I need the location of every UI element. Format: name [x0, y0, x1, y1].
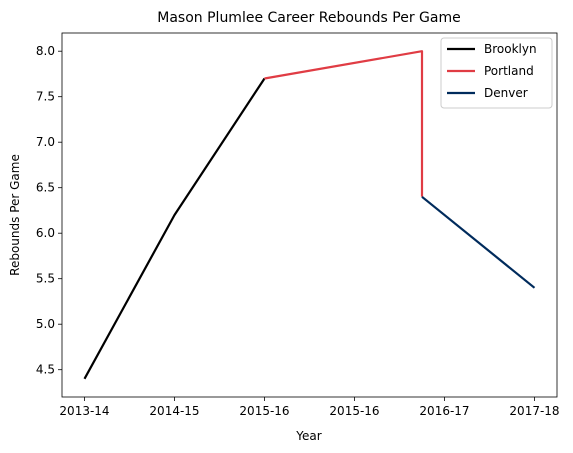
y-tick-label: 7.0 — [36, 135, 55, 149]
x-tick-label: 2015-16 — [239, 404, 289, 418]
x-tick-label: 2015-16 — [329, 404, 379, 418]
y-tick-label: 6.5 — [36, 181, 55, 195]
legend-label: Brooklyn — [484, 42, 537, 56]
y-tick-label: 5.5 — [36, 272, 55, 286]
legend-label: Portland — [484, 64, 534, 78]
y-tick-label: 7.5 — [36, 90, 55, 104]
y-axis-label: Rebounds Per Game — [8, 154, 22, 276]
y-tick-label: 6.0 — [36, 226, 55, 240]
axes-frame — [61, 32, 558, 398]
y-tick-label: 5.0 — [36, 317, 55, 331]
plot-area: 2013-14 2014-15 2015-16 2015-16 2016-17 2017-… — [36, 32, 560, 418]
series-line-portland — [264, 50, 424, 197]
chart-title: Mason Plumlee Career Rebounds Per Game — [157, 10, 460, 26]
legend: Brooklyn Portland Denver — [440, 37, 553, 109]
x-tick-label: 2017-18 — [509, 404, 559, 418]
x-tick-label: 2016-17 — [419, 404, 469, 418]
series-line-brooklyn — [83, 77, 266, 380]
y-tick-label: 8.0 — [36, 44, 55, 58]
legend-label: Denver — [484, 86, 528, 100]
legend-box — [440, 37, 553, 109]
x-tick-label: 2014-15 — [149, 404, 199, 418]
series-line-denver — [421, 195, 536, 289]
x-tick-label: 2013-14 — [59, 404, 109, 418]
x-axis-label: Year — [295, 429, 321, 443]
y-tick-label: 4.5 — [36, 363, 55, 377]
